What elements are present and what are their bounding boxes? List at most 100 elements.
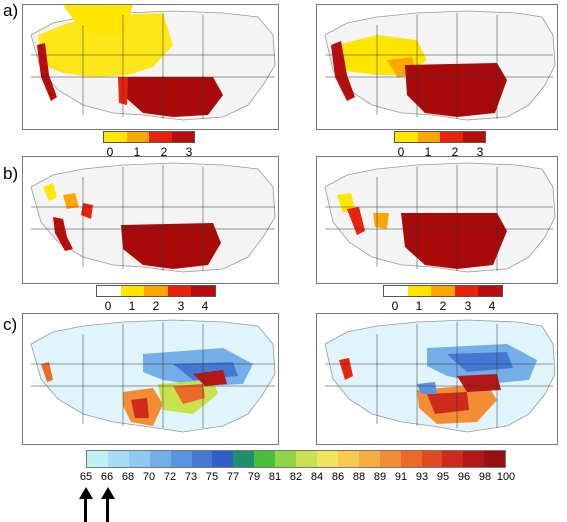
legend-a-left-tick: 3 xyxy=(185,145,193,159)
legend-c-color-8 xyxy=(254,451,276,467)
legend-c-tick: 75 xyxy=(205,471,219,483)
legend-c-tick: 72 xyxy=(163,471,177,483)
legend-c-color-19 xyxy=(484,451,506,467)
map-b-left-image xyxy=(30,162,276,273)
legend-c-color-6 xyxy=(212,451,234,467)
legend-c-tick: 91 xyxy=(394,471,408,483)
legend-a-left-color-2 xyxy=(149,132,172,142)
legend-c-color-1 xyxy=(107,451,129,467)
legend-a-left-boxes xyxy=(103,131,195,143)
legend-b-right-tick: 1 xyxy=(415,299,423,313)
legend-c-color-16 xyxy=(421,451,443,467)
map-c-right-image xyxy=(324,319,556,433)
legend-c-tick: 82 xyxy=(289,471,303,483)
legend-c-color-2 xyxy=(128,451,150,467)
legend-c-boxes xyxy=(86,450,506,468)
legend-a-right-color-3 xyxy=(462,132,485,142)
map-a-left-image xyxy=(30,5,276,121)
map-c-left xyxy=(22,313,279,445)
legend-b-right-boxes xyxy=(383,285,503,297)
map-a-right-image xyxy=(324,10,556,121)
legend-b-right-color-2 xyxy=(431,286,455,296)
panel-label-b: b) xyxy=(3,164,19,183)
legend-a-right-color-2 xyxy=(440,132,463,142)
legend-c-tick: 89 xyxy=(373,471,387,483)
legend-c-color-13 xyxy=(358,451,380,467)
map-c-left-image xyxy=(30,319,276,433)
legend-c-tick: 79 xyxy=(247,471,261,483)
arrowhead-65 xyxy=(79,487,93,499)
legend-a-right-color-1 xyxy=(417,132,440,142)
map-a-left xyxy=(22,4,279,130)
legend-b-left-color-2 xyxy=(144,286,168,296)
legend-c-tick: 73 xyxy=(184,471,198,483)
legend-b-left-boxes xyxy=(96,285,216,297)
legend-a-right-tick: 1 xyxy=(424,145,432,159)
legend-a-right-tick: 2 xyxy=(451,145,459,159)
legend-c-tick: 98 xyxy=(478,471,492,483)
legend-c-tick: 96 xyxy=(457,471,471,483)
legend-c-color-14 xyxy=(379,451,401,467)
legend-c-tick: 86 xyxy=(331,471,345,483)
legend-b-right-color-0 xyxy=(384,286,408,296)
legend-c-tick: 88 xyxy=(352,471,366,483)
legend-c-color-18 xyxy=(463,451,485,467)
legend-b-right-tick: 3 xyxy=(464,299,472,313)
legend-b-left-color-1 xyxy=(120,286,145,296)
map-a-right xyxy=(316,4,558,130)
legend-c-color-4 xyxy=(170,451,192,467)
map-c-right xyxy=(316,313,558,445)
legend-c-tick: 68 xyxy=(121,471,135,483)
legend-a-left-tick: 1 xyxy=(133,145,141,159)
legend-a-left-color-1 xyxy=(126,132,149,142)
legend-c-tick: 93 xyxy=(415,471,429,483)
legend-a-right-boxes xyxy=(394,131,486,143)
legend-b-right-color-4 xyxy=(478,286,502,296)
legend-b-left-tick: 2 xyxy=(152,299,160,313)
legend-c-color-12 xyxy=(337,451,359,467)
legend-c-color-7 xyxy=(233,451,255,467)
legend-c-color-17 xyxy=(442,451,464,467)
panel-label-c: c) xyxy=(3,315,18,334)
legend-a-right-tick: 0 xyxy=(397,145,405,159)
legend-b-right-color-3 xyxy=(454,286,479,296)
legend-b-left-color-3 xyxy=(167,286,192,296)
legend-c-tick: 77 xyxy=(226,471,240,483)
legend-c-tick: 95 xyxy=(436,471,450,483)
legend-c-color-11 xyxy=(316,451,338,467)
legend-b-right-tick: 0 xyxy=(391,299,399,313)
legend-a-left-tick: 0 xyxy=(106,145,114,159)
legend-c-color-15 xyxy=(400,451,422,467)
legend-a-left-tick: 2 xyxy=(160,145,168,159)
legend-b-left-tick: 0 xyxy=(104,299,112,313)
legend-c-color-5 xyxy=(191,451,213,467)
map-b-right-image xyxy=(324,162,556,273)
legend-b-left-tick: 3 xyxy=(177,299,185,313)
legend-b-right-tick: 2 xyxy=(439,299,447,313)
legend-c-color-0 xyxy=(87,451,108,467)
legend-c-color-3 xyxy=(149,451,171,467)
legend-b-left-tick: 1 xyxy=(128,299,136,313)
legend-c-tick: 84 xyxy=(310,471,324,483)
legend-a-right-tick: 3 xyxy=(476,145,484,159)
arrow-66 xyxy=(106,498,109,522)
legend-c-tick: 81 xyxy=(268,471,282,483)
legend-a-left-color-3 xyxy=(171,132,194,142)
legend-c-color-9 xyxy=(275,451,297,467)
arrow-65 xyxy=(84,498,87,522)
legend-b-left-color-4 xyxy=(191,286,215,296)
legend-a-left-color-0 xyxy=(104,132,127,142)
legend-c: 65 66 68 70 72 73 75 77 79 81 82 84 86 88 89 91 93 95 96 98… xyxy=(80,450,515,483)
legend-c-color-10 xyxy=(296,451,317,467)
legend-b-right-tick: 4 xyxy=(488,299,496,313)
legend-c-tick: 66 xyxy=(100,471,114,483)
legend-b-left-tick: 4 xyxy=(201,299,209,313)
arrowhead-66 xyxy=(101,487,115,499)
legend-b-right-color-1 xyxy=(407,286,432,296)
map-b-right xyxy=(316,156,558,284)
legend-c-tick: 65 xyxy=(79,471,93,483)
map-b-left xyxy=(22,156,279,284)
legend-b-left-color-0 xyxy=(97,286,121,296)
legend-c-tick: 70 xyxy=(142,471,156,483)
legend-a-right-color-0 xyxy=(395,132,418,142)
